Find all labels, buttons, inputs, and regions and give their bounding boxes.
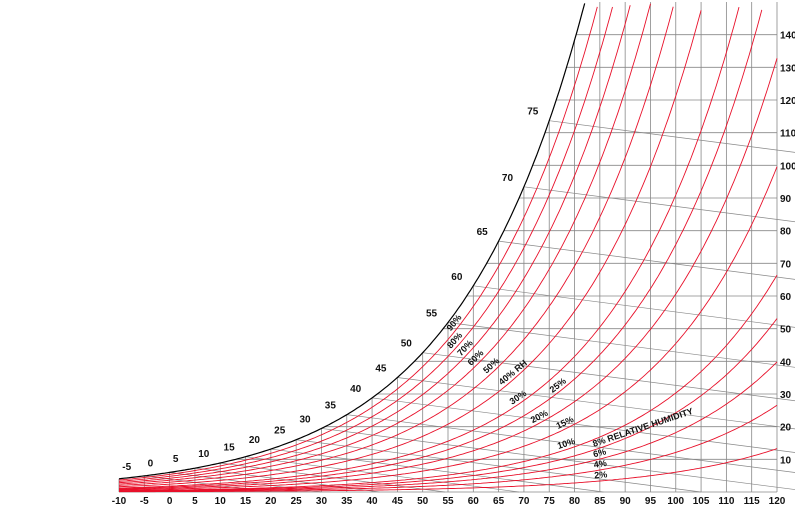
wet-bulb-label: 35 [325, 401, 337, 412]
wet-bulb-label: 5 [173, 454, 179, 465]
wet-bulb-label: 15 [224, 443, 236, 454]
x-tick-label: 45 [392, 496, 404, 507]
y-tick-label: 90 [780, 194, 792, 205]
x-tick-label: 85 [594, 496, 606, 507]
humidity-curves [118, 3, 778, 493]
x-tick-label: 115 [744, 496, 761, 507]
wet-bulb-label: 45 [375, 364, 387, 375]
x-tick-label: 25 [291, 496, 303, 507]
rh-curve-label: 25% [548, 376, 568, 395]
rh-curve-15 [119, 166, 778, 491]
x-tick-label: 80 [569, 496, 581, 507]
wet-bulb-lines [144, 120, 795, 493]
rh-curve-6 [119, 361, 778, 492]
x-tick-label: 30 [316, 496, 328, 507]
wet-bulb-label: 30 [299, 414, 311, 425]
x-tick-label: 105 [693, 496, 710, 507]
y-tick-label: 30 [780, 390, 792, 401]
rh-curve-10 [118, 274, 778, 492]
wet-bulb-line [422, 352, 795, 402]
wet-bulb-label: 25 [274, 426, 286, 437]
rh-curve-label: 90% [444, 312, 463, 332]
y-tick-label: 100 [780, 161, 795, 172]
rh-curve-25 [118, 9, 763, 490]
saturation-curve [118, 3, 586, 480]
wet-bulb-label: 55 [426, 309, 438, 320]
wet-bulb-label: 75 [527, 107, 539, 118]
rh-curve-60 [118, 3, 651, 485]
y-tick-label: 50 [780, 325, 792, 336]
rh-curve-label: 30% [508, 388, 529, 406]
wet-bulb-label: 50 [401, 339, 413, 350]
x-tick-label: 60 [468, 496, 480, 507]
wet-bulb-label: 65 [477, 227, 489, 238]
wet-bulb-line [447, 322, 795, 368]
x-tick-label: 120 [769, 496, 786, 507]
wet-bulb-label: -5 [122, 462, 131, 473]
rh-curve-40 [118, 10, 702, 488]
rh-curve-4 [119, 404, 778, 492]
x-tick-label: 65 [493, 496, 505, 507]
rh-curve-8 [119, 318, 778, 492]
y-tick-label: 40 [780, 357, 792, 368]
wet-bulb-line [245, 456, 520, 493]
y-tick-label: 60 [780, 292, 792, 303]
curve-labels: -5 0 5 101520253035404550556065707590%80%70… [122, 107, 694, 481]
y-tick-label: 70 [780, 259, 792, 270]
rh-curve-90 [118, 6, 598, 481]
x-tick-label: 5 [192, 496, 198, 507]
rh-curve-20 [118, 58, 778, 490]
wet-bulb-line [296, 439, 701, 493]
rh-curve-80 [118, 6, 613, 482]
rh-curve-label: 8% RELATIVE HUMIDITY [591, 406, 694, 449]
rh-curve-label: 15% [555, 414, 576, 431]
wet-bulb-label: 40 [350, 384, 362, 395]
y-tick-label: 120 [780, 96, 795, 107]
rh-curve-50 [118, 6, 674, 486]
wet-bulb-label: 70 [502, 173, 514, 184]
x-tick-label: 10 [215, 496, 227, 507]
x-tick-label: 55 [442, 496, 454, 507]
x-tick-label: 95 [645, 496, 657, 507]
wet-bulb-label: 0 [148, 458, 154, 469]
y-tick-label: 20 [780, 423, 792, 434]
x-tick-label: 50 [417, 496, 429, 507]
y-tick-label: 10 [780, 455, 792, 466]
x-tick-label: 35 [341, 496, 353, 507]
wet-bulb-line [321, 428, 795, 490]
x-tick-label: -5 [140, 496, 149, 507]
wet-bulb-line [397, 377, 795, 430]
x-tick-label: 90 [620, 496, 632, 507]
rh-curve-2 [119, 448, 778, 493]
y-tick-label: 80 [780, 227, 792, 238]
y-tick-label: 130 [780, 63, 795, 74]
x-tick-label: 75 [544, 496, 556, 507]
y-axis-tick-labels: 10 20 30 40 50 60 70 80 90 100 110 120 130 140 [780, 31, 795, 467]
rh-curve-label: 50% [481, 356, 501, 376]
x-tick-label: -10 [112, 496, 127, 507]
rh-curve-label: 4% [593, 458, 607, 470]
y-tick-label: 140 [780, 31, 795, 42]
x-tick-label: 100 [667, 496, 684, 507]
wet-bulb-line [372, 397, 795, 453]
x-axis-tick-labels: -10 -5 0 5 10 15 20 25 30 35 40 45 50 55 60 65 70 75 80 85 9… [112, 496, 786, 507]
wet-bulb-label: 10 [198, 449, 210, 460]
y-tick-label: 110 [780, 129, 795, 140]
rh-curve-label: 10% [556, 436, 576, 451]
x-tick-label: 110 [718, 496, 735, 507]
rh-curve-70 [118, 5, 631, 484]
rh-curve-30 [118, 6, 740, 489]
rh-curve-label: 6% [592, 446, 607, 459]
wet-bulb-line [473, 285, 795, 328]
wet-bulb-line [346, 414, 795, 473]
wet-bulb-label: 20 [249, 435, 261, 446]
rh-curve-label: 2% [594, 469, 608, 480]
x-tick-label: 15 [240, 496, 252, 507]
wet-bulb-label: 60 [451, 272, 463, 283]
x-tick-label: 40 [367, 496, 379, 507]
x-tick-label: 70 [518, 496, 530, 507]
x-tick-label: 0 [167, 496, 173, 507]
x-tick-label: 20 [265, 496, 277, 507]
